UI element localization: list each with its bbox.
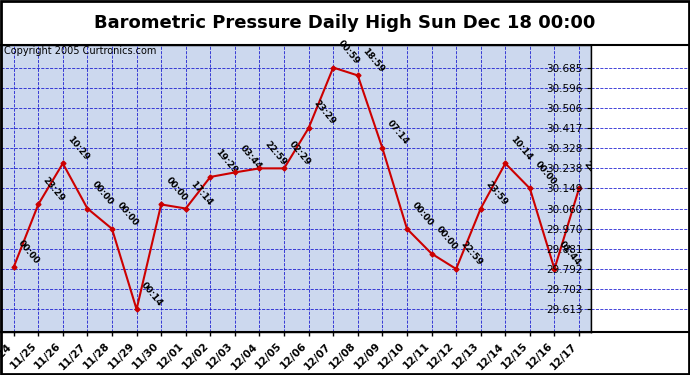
Text: Copyright 2005 Curtronics.com: Copyright 2005 Curtronics.com	[4, 46, 157, 56]
Text: 10:29: 10:29	[66, 134, 91, 162]
Text: 02:29: 02:29	[287, 139, 312, 167]
Text: 00:00: 00:00	[90, 180, 115, 207]
Text: 23:29: 23:29	[311, 99, 337, 127]
Text: 00:00: 00:00	[533, 160, 558, 187]
Text: 23:29: 23:29	[41, 175, 66, 203]
Text: 00:00: 00:00	[410, 200, 435, 227]
Text: 00:59: 00:59	[336, 39, 362, 66]
Text: 17:14: 17:14	[188, 179, 214, 207]
Text: 00:00: 00:00	[164, 176, 189, 203]
Text: 00:14: 00:14	[139, 280, 165, 308]
Text: 22:59: 22:59	[262, 139, 288, 167]
Text: 00:00: 00:00	[434, 225, 460, 252]
Text: 00:00: 00:00	[17, 238, 41, 266]
Text: 23:59: 23:59	[484, 179, 509, 207]
Text: 10:14: 10:14	[508, 134, 533, 162]
Text: 03:44: 03:44	[237, 143, 263, 171]
Text: 01:44: 01:44	[558, 240, 582, 268]
Text: 23:44: 23:44	[582, 159, 607, 187]
Text: 19:29: 19:29	[213, 148, 239, 176]
Text: 07:14: 07:14	[385, 119, 411, 147]
Text: Barometric Pressure Daily High Sun Dec 18 00:00: Barometric Pressure Daily High Sun Dec 1…	[95, 14, 595, 33]
Text: 22:59: 22:59	[459, 240, 484, 268]
Text: 18:59: 18:59	[361, 46, 386, 74]
Text: 00:00: 00:00	[115, 200, 140, 227]
